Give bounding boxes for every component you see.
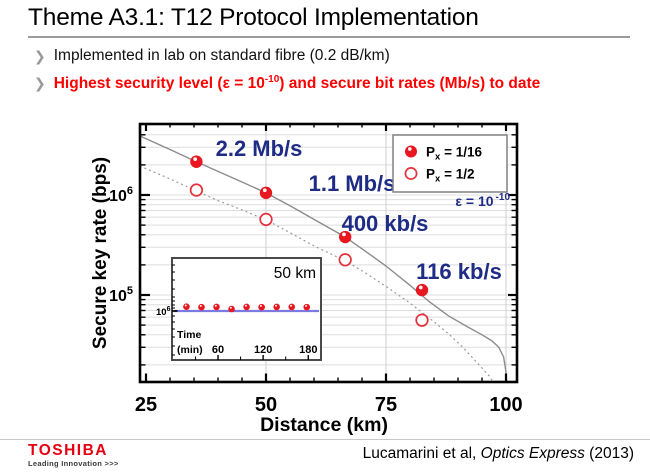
legend-marker-filled — [405, 145, 417, 158]
data-point-open — [415, 313, 429, 327]
x-tick-label: 100 — [489, 394, 522, 416]
theory-curve-dashed — [140, 165, 494, 382]
y-tick-label: 105 — [109, 285, 133, 305]
data-label: 2.2 Mb/s — [216, 136, 303, 161]
inset-title: 50 km — [274, 265, 316, 282]
marker-highlight — [290, 304, 293, 307]
inset-data-point — [303, 303, 311, 311]
chevron-bullet-icon: ❯ — [34, 48, 46, 64]
citation: Lucamarini et al, Optics Express (2013) — [362, 445, 634, 462]
data-label: 400 kb/s — [342, 211, 429, 236]
data-label: 116 kb/s — [416, 259, 502, 284]
bullet-item-2: ❯ Highest security level (ε = 10-10) and… — [34, 74, 540, 93]
inset-data-point — [288, 303, 296, 311]
bullet-text: Highest security level (ε = 10-10) and s… — [53, 74, 541, 93]
data-point-filled — [259, 186, 273, 200]
inset-data-point — [198, 303, 205, 311]
toshiba-tagline: Leading Innovation >>> — [28, 459, 119, 468]
plot-border — [138, 122, 519, 384]
marker-highlight — [199, 304, 202, 307]
marker-highlight — [262, 188, 267, 193]
marker-highlight — [408, 147, 412, 151]
data-label: 1.1 Mb/s — [309, 171, 396, 196]
legend-box — [392, 134, 508, 193]
data-point-open — [189, 183, 204, 197]
inset-data-point — [228, 305, 235, 313]
y-axis-title: Secure key rate (bps) — [90, 157, 111, 349]
marker-highlight — [184, 304, 187, 307]
data-point-filled — [415, 283, 429, 297]
legend-label: Px = 1/2 — [426, 167, 474, 185]
marker-highlight — [305, 304, 308, 307]
title-underline — [28, 36, 630, 38]
toshiba-logo: TOSHIBA — [28, 442, 108, 459]
x-tick-label: 25 — [135, 394, 157, 416]
legend-label: Px = 1/16 — [426, 145, 482, 163]
bullet-item-1: ❯ Implemented in lab on standard fibre (… — [34, 47, 390, 65]
inset-data-point — [243, 303, 250, 311]
x-tick-label: 75 — [375, 394, 397, 416]
marker-highlight — [214, 304, 217, 307]
inset-data-point — [258, 303, 265, 311]
theory-curve-solid — [140, 135, 508, 382]
inset-x-axis-title: (min) — [177, 344, 203, 356]
footer-divider — [0, 439, 650, 440]
data-point-filled — [339, 230, 352, 244]
marker-highlight — [229, 306, 232, 309]
inset-box — [171, 257, 322, 361]
page-title: Theme A3.1: T12 Protocol Implementation — [28, 4, 479, 31]
marker-highlight — [274, 304, 277, 307]
inset-y-label: 106 — [156, 306, 171, 318]
superscript: -10 — [264, 74, 280, 85]
inset-x-tick-label: 120 — [254, 344, 272, 356]
y-tick-label: 106 — [109, 185, 133, 205]
epsilon-annotation: ε = 10 -10 — [455, 192, 510, 209]
marker-highlight — [193, 157, 198, 162]
inset-x-axis-title: Time — [177, 329, 201, 341]
inset-data-point — [183, 303, 190, 310]
marker-highlight — [342, 232, 346, 237]
inset-x-tick-label: 60 — [212, 344, 224, 356]
legend-marker-open — [404, 167, 418, 180]
bullet-text: Implemented in lab on standard fibre (0.… — [53, 47, 390, 64]
inset-x-tick-label: 180 — [299, 344, 317, 356]
x-axis-title: Distance (km) — [260, 414, 388, 436]
data-point-open — [338, 253, 352, 267]
x-tick-label: 50 — [255, 394, 277, 416]
inset-data-point — [273, 303, 280, 311]
citation-journal: Optics Express — [480, 445, 585, 462]
marker-highlight — [244, 304, 247, 307]
chevron-bullet-icon: ❯ — [34, 75, 46, 91]
data-point-open — [259, 212, 273, 227]
marker-highlight — [259, 304, 262, 307]
data-point-filled — [190, 155, 203, 168]
marker-highlight — [418, 285, 423, 290]
inset-data-point — [213, 303, 220, 311]
